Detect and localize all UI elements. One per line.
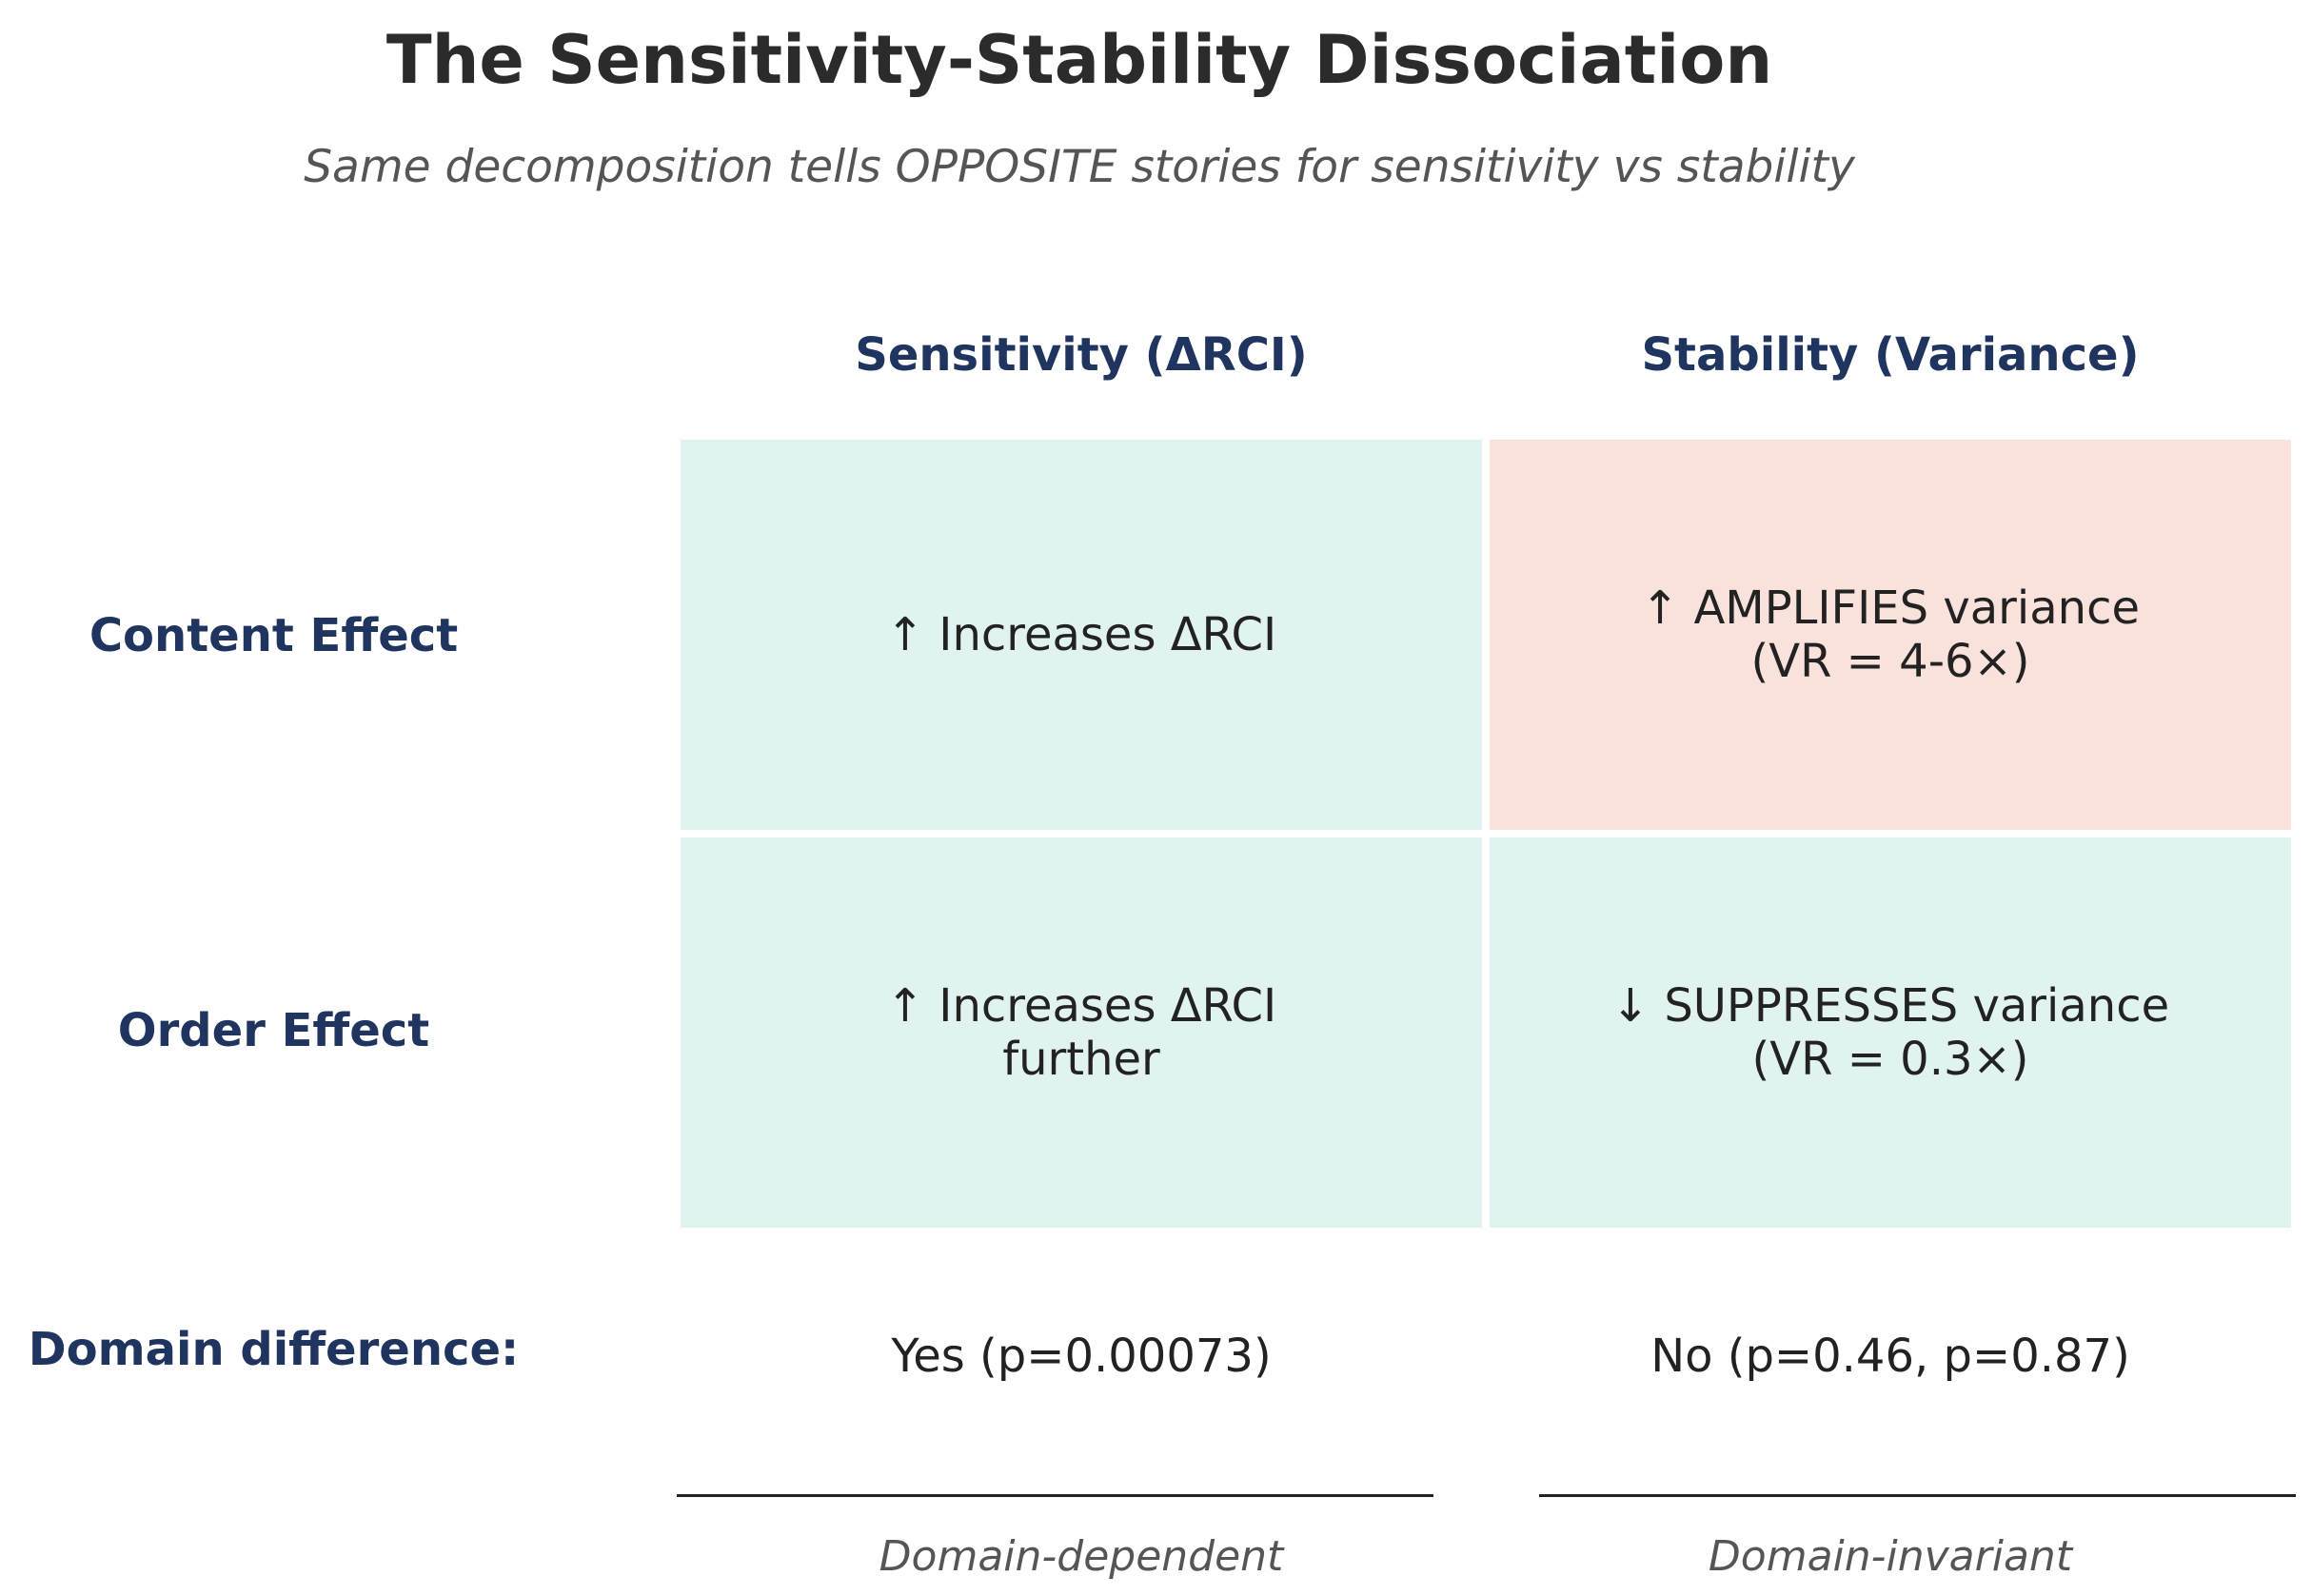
cell-order-stability-line2: (VR = 0.3×) xyxy=(1751,1033,2029,1086)
row-label-content-effect: Content Effect xyxy=(89,608,459,662)
domain-difference-label: Domain difference: xyxy=(28,1322,520,1376)
cell-content-sensitivity-text: ↑ Increases ΔRCI xyxy=(885,608,1277,661)
column-header-stability: Stability (Variance) xyxy=(1641,327,2140,382)
cell-order-sensitivity: ↑ Increases ΔRCI further xyxy=(681,837,1482,1228)
domain-difference-stability: No (p=0.46, p=0.87) xyxy=(1650,1330,2130,1383)
cell-content-stability-line1: ↑ AMPLIFIES variance xyxy=(1640,581,2141,635)
column-header-sensitivity: Sensitivity (ΔRCI) xyxy=(855,327,1308,382)
caption-domain-dependent: Domain-dependent xyxy=(879,1531,1284,1581)
cell-content-stability: ↑ AMPLIFIES variance (VR = 4-6×) xyxy=(1490,440,2291,830)
cell-order-stability-line1: ↓ SUPPRESSES variance xyxy=(1610,979,2170,1033)
cell-order-sensitivity-line2: further xyxy=(1002,1033,1160,1086)
diagram-title: The Sensitivity-Stability Dissociation xyxy=(385,21,1773,99)
domain-difference-sensitivity: Yes (p=0.00073) xyxy=(891,1330,1272,1383)
row-label-order-effect: Order Effect xyxy=(117,1003,430,1057)
cell-order-stability: ↓ SUPPRESSES variance (VR = 0.3×) xyxy=(1490,837,2291,1228)
cell-content-sensitivity: ↑ Increases ΔRCI xyxy=(681,440,1482,830)
cell-order-sensitivity-line1: ↑ Increases ΔRCI xyxy=(885,979,1277,1033)
diagram-subtitle: Same decomposition tells OPPOSITE storie… xyxy=(304,140,1855,193)
divider-sensitivity xyxy=(677,1494,1433,1497)
cell-content-stability-line2: (VR = 4-6×) xyxy=(1750,635,2030,688)
divider-stability xyxy=(1539,1494,2296,1497)
caption-domain-invariant: Domain-invariant xyxy=(1708,1531,2073,1581)
